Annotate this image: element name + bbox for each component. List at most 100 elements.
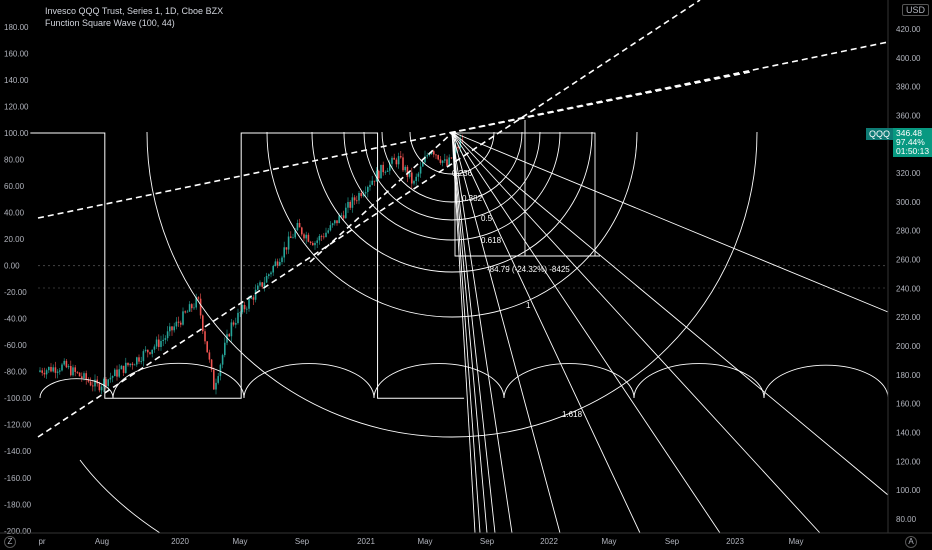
candle-body [415,176,417,181]
candle-body [162,339,164,342]
candle-body [239,312,241,314]
candle-body [259,282,261,286]
fan-line [451,131,481,534]
candle-body [325,232,327,237]
time-tick-label: pr [38,537,45,546]
candle-body [268,274,270,277]
candle-body [171,326,173,331]
currency-button[interactable]: USD [902,4,930,16]
zoom-icon[interactable]: Z [4,536,16,548]
left-tick-label: -100.00 [4,394,32,403]
candle-body [246,308,248,310]
time-tick-label: May [601,537,616,546]
candle-body [378,170,380,179]
candle-body [39,370,41,372]
candle-body [63,360,65,365]
candle-body [43,372,46,375]
measure-annotation: -84.79 (-24.32%) -8425 [487,265,570,274]
candle-body [309,241,312,243]
candle-body [356,200,358,202]
candle-body [397,156,400,165]
candle-body [72,367,74,376]
fib-arc [343,131,561,241]
candle-body [345,207,347,219]
candle-body [382,164,384,173]
fib-label: 1.618 [562,410,583,419]
candle-body [186,311,189,313]
candle-body [92,385,94,387]
square-wave-series [30,132,465,399]
right-axis: 420.00400.00380.00360.00340.00320.00300.… [887,0,921,533]
time-tick-label: 2022 [540,537,558,546]
candle-body [455,147,457,153]
fan-line [451,131,561,534]
candle-body [70,365,72,376]
candle-body [202,315,204,332]
candle-body [417,173,420,177]
left-axis: 180.00 160.00 140.00 120.00 100.00 80.00 60.00… [4,23,32,536]
candle-body [54,367,57,373]
candle-body [118,369,120,377]
candle-body [292,237,294,239]
time-tick-label: 2021 [357,537,375,546]
candle-body [217,376,219,383]
candle-body [206,341,208,353]
candle-body [294,230,296,238]
candle-body [331,223,334,226]
fan-line [451,131,721,534]
fib-arc [381,131,523,203]
candle-body [166,331,169,339]
left-tick-label: -40.00 [4,315,27,324]
fib-label: 0.382 [462,194,483,203]
candle-body [320,236,323,237]
right-tick-label: 360.00 [896,111,921,120]
candle-body [164,338,167,340]
candle-body [160,341,162,347]
time-tick-label: 2020 [171,537,189,546]
candle-body [426,155,428,157]
fib-label: 1 [526,301,531,310]
candle-body [329,225,332,231]
candle-body [169,326,171,332]
candle-body [303,234,305,239]
left-tick-label: 180.00 [4,23,29,32]
left-tick-label: -140.00 [4,447,32,456]
candle-body [301,227,303,235]
left-tick-label: -200.00 [4,527,32,536]
candle-body [52,367,54,372]
cycle-arc [39,378,114,399]
left-tick-label: -80.00 [4,368,27,377]
candle-body [85,373,87,380]
candle-body [133,364,136,366]
left-tick-label: 40.00 [4,209,25,218]
candle-body [107,379,109,386]
candle-body [248,298,250,309]
candle-body [340,215,343,217]
time-tick-label: 2023 [726,537,744,546]
candle-body [151,349,153,354]
candle-body [400,156,402,158]
right-tick-label: 280.00 [896,227,921,236]
fib-arc [363,131,541,221]
candle-body [351,197,354,208]
fan-line [451,131,496,534]
right-tick-label: 100.00 [896,486,921,495]
candle-body [457,147,459,149]
candle-body [334,220,336,224]
candle-body [136,357,138,365]
right-tick-label: 240.00 [896,284,921,293]
candle-body [318,236,321,241]
candle-body [435,154,437,156]
lower-arc [79,459,161,534]
right-tick-label: 320.00 [896,169,921,178]
candle-body [265,276,268,283]
candle-body [439,159,442,163]
candle-body [323,236,325,238]
right-tick-label: 180.00 [896,371,921,380]
candle-body [270,272,272,275]
candle-body [116,369,118,377]
auto-scale-icon[interactable]: A [905,536,917,548]
candle-body [347,201,349,208]
candle-body [327,230,329,233]
